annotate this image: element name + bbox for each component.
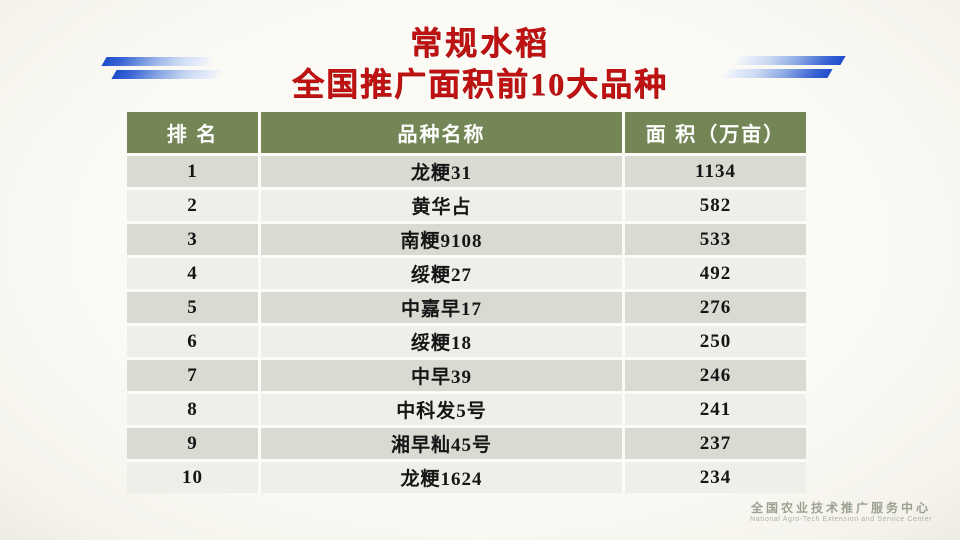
- watermark-english: National Agro-Tech Extension and Service…: [750, 516, 932, 523]
- variety-cell: 黄华占: [261, 190, 622, 221]
- title-line-1: 常规水稻: [409, 25, 550, 61]
- area-cell: 250: [625, 326, 806, 357]
- table-row: 8 中科发5号 241: [127, 394, 806, 425]
- rank-cell: 7: [127, 360, 258, 391]
- header-rank: 排 名: [127, 112, 258, 153]
- area-cell: 1134: [625, 156, 806, 187]
- area-cell: 241: [625, 394, 806, 425]
- variety-cell: 绥粳27: [261, 258, 622, 289]
- table-row: 9 湘早籼45号 237: [127, 428, 806, 459]
- rank-cell: 4: [127, 258, 258, 289]
- area-cell: 246: [625, 360, 806, 391]
- variety-cell: 龙粳1624: [261, 462, 622, 493]
- header-variety-name: 品种名称: [261, 112, 622, 153]
- area-cell: 237: [625, 428, 806, 459]
- table-row: 1 龙粳31 1134: [127, 156, 806, 187]
- rank-cell: 9: [127, 428, 258, 459]
- table-row: 6 绥粳18 250: [127, 326, 806, 357]
- variety-cell: 绥粳18: [261, 326, 622, 357]
- rank-cell: 6: [127, 326, 258, 357]
- rank-cell: 1: [127, 156, 258, 187]
- area-cell: 234: [625, 462, 806, 493]
- table-row: 7 中早39 246: [127, 360, 806, 391]
- variety-cell: 湘早籼45号: [261, 428, 622, 459]
- variety-cell: 龙粳31: [261, 156, 622, 187]
- area-cell: 492: [625, 258, 806, 289]
- table-row: 5 中嘉早17 276: [127, 292, 806, 323]
- area-cell: 582: [625, 190, 806, 221]
- table-row: 4 绥粳27 492: [127, 258, 806, 289]
- variety-cell: 中早39: [261, 360, 622, 391]
- watermark: 全国农业技术推广服务中心 National Agro-Tech Extensio…: [750, 502, 932, 524]
- watermark-chinese: 全国农业技术推广服务中心: [751, 501, 932, 515]
- table-header-row: 排 名 品种名称 面 积（万亩）: [127, 112, 806, 153]
- rank-cell: 10: [127, 462, 258, 493]
- variety-cell: 中嘉早17: [261, 292, 622, 323]
- header-area: 面 积（万亩）: [625, 112, 806, 153]
- area-cell: 533: [625, 224, 806, 255]
- table-body: 1 龙粳31 1134 2 黄华占 582 3 南粳9108 533 4 绥粳27 492 5 中嘉早17…: [127, 156, 806, 493]
- table-row: 10 龙粳1624 234: [127, 462, 806, 493]
- rank-cell: 3: [127, 224, 258, 255]
- rank-cell: 8: [127, 394, 258, 425]
- area-cell: 276: [625, 292, 806, 323]
- variety-cell: 中科发5号: [261, 394, 622, 425]
- title-line-2: 全国推广面积前10大品种: [291, 66, 668, 102]
- table-row: 3 南粳9108 533: [127, 224, 806, 255]
- rank-cell: 5: [127, 292, 258, 323]
- variety-cell: 南粳9108: [261, 224, 622, 255]
- rice-variety-table: 排 名 品种名称 面 积（万亩） 1 龙粳31 1134 2 黄华占 582 3 南粳9108…: [127, 112, 806, 493]
- rank-cell: 2: [127, 190, 258, 221]
- table-row: 2 黄华占 582: [127, 190, 806, 221]
